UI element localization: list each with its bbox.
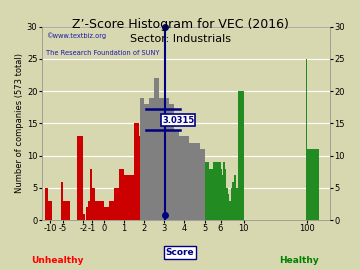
Bar (228, 194, 229, 220)
Bar (226, 188, 228, 220)
Text: 3.0315: 3.0315 (162, 116, 194, 125)
Bar (174, 130, 179, 220)
Bar (184, 136, 189, 220)
Bar (221, 168, 222, 220)
Text: Score: Score (166, 248, 194, 257)
Bar (232, 181, 234, 220)
Bar (114, 188, 119, 220)
Bar (124, 175, 129, 220)
Bar (90, 168, 92, 220)
Bar (231, 188, 232, 220)
Bar (164, 97, 169, 220)
Bar (49, 201, 51, 220)
Bar (213, 162, 217, 220)
Bar (222, 175, 224, 220)
Y-axis label: Number of companies (573 total): Number of companies (573 total) (15, 53, 24, 193)
Bar (129, 175, 134, 220)
Bar (134, 123, 139, 220)
Bar (140, 97, 144, 220)
Bar (86, 207, 88, 220)
Bar (144, 104, 149, 220)
Bar (119, 168, 124, 220)
Bar (92, 188, 95, 220)
Bar (77, 136, 84, 220)
Text: The Research Foundation of SUNY: The Research Foundation of SUNY (46, 50, 159, 56)
Bar (98, 201, 101, 220)
Bar (224, 162, 225, 220)
Bar (204, 162, 208, 220)
Bar (179, 136, 184, 220)
Bar (154, 78, 159, 220)
Text: Z’-Score Histogram for VEC (2016): Z’-Score Histogram for VEC (2016) (72, 18, 288, 31)
Bar (149, 97, 154, 220)
Bar (225, 168, 226, 220)
Bar (307, 149, 319, 220)
Bar (234, 175, 235, 220)
Bar (45, 188, 49, 220)
Bar (88, 201, 90, 220)
Text: Healthy: Healthy (279, 256, 319, 265)
Bar (237, 188, 238, 220)
Text: Sector: Industrials: Sector: Industrials (130, 34, 230, 44)
Bar (60, 181, 63, 220)
Bar (194, 143, 199, 220)
Bar (238, 91, 244, 220)
Bar (169, 104, 174, 220)
Bar (159, 97, 164, 220)
Text: ©www.textbiz.org: ©www.textbiz.org (46, 32, 106, 39)
Bar (84, 214, 85, 220)
Bar (139, 136, 140, 220)
Text: Unhealthy: Unhealthy (31, 256, 84, 265)
Bar (95, 201, 98, 220)
Bar (217, 162, 221, 220)
Bar (189, 143, 194, 220)
Bar (208, 168, 213, 220)
Bar (306, 59, 307, 220)
Bar (229, 201, 231, 220)
Bar (101, 201, 104, 220)
Bar (109, 201, 114, 220)
Bar (63, 201, 70, 220)
Bar (104, 207, 109, 220)
Bar (235, 175, 237, 220)
Bar (199, 149, 204, 220)
